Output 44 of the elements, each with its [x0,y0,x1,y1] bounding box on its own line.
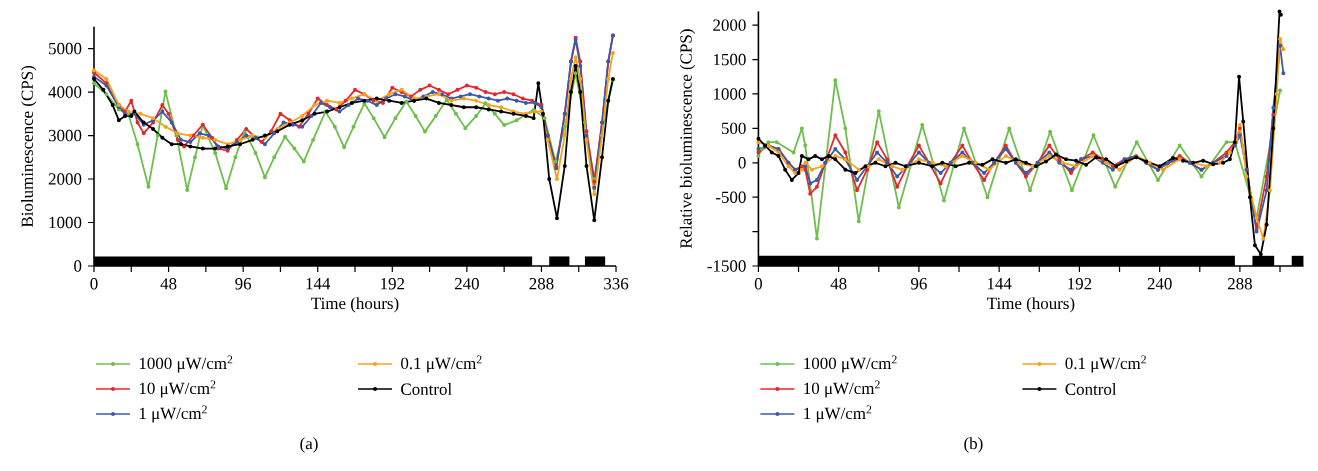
x-tick-label: 240 [454,278,479,290]
x-tick-label: 96 [235,278,252,290]
legend-label: 10 μW/cm$^{2}$ [804,380,880,398]
x-tick-label: 144 [306,278,331,290]
y-tick-label: 1000 [714,88,746,100]
y-tick-label: 5000 [49,42,82,55]
x-tick-label: 336 [604,278,629,290]
legend-label: 10 μW/cm$^{2}$ [139,380,216,398]
legend-label: 0.1 μW/cm$^{2}$ [1065,355,1146,373]
y-axis-title: Relative bioluminescence (CPS) [679,29,696,249]
legend-label: 1 μW/cm$^{2}$ [139,405,207,423]
x-tick-label: 0 [90,278,98,290]
y-tick-label: 4000 [48,86,82,98]
y-tick-label: 1500 [714,53,746,66]
y-tick-label: 3000 [48,129,82,142]
y-axis-title: Bioluminescence (CPS) [21,65,37,228]
x-tick-label: 240 [1147,278,1172,290]
y-tick-label: 500 [721,122,746,135]
legend-label: 0.1 μW/cm$^{2}$ [401,355,482,373]
x-axis-title: Time (hours) [987,297,1075,313]
legend-label: 1000 μW/cm$^{2}$ [139,355,233,373]
x-tick-label: 288 [529,278,554,290]
x-tick-label: 96 [910,278,927,290]
x-tick-label: 288 [1227,278,1252,290]
y-tick-label: -500 [715,191,746,203]
legend-label: 1 μW/cm$^{2}$ [804,405,872,423]
x-tick-label: 144 [987,278,1012,290]
x-tick-label: 192 [381,278,405,290]
text: (b) [964,437,983,453]
y-tick-label: -1500 [707,260,746,272]
x-axis-title: Time (hours) [311,297,399,313]
y-tick-label: 2000 [713,19,746,31]
y-tick-label: 0 [738,157,746,169]
text: (a) [300,437,318,453]
legend-label: Control [1065,383,1117,395]
y-tick-label: 1000 [49,216,82,229]
y-tick-label: 0 [74,260,82,272]
y-tick-label: 2000 [48,173,82,185]
x-tick-label: 192 [1068,278,1092,290]
legend-label: Control [401,383,452,395]
x-tick-label: 48 [830,278,847,290]
x-tick-label: 48 [160,278,177,290]
x-tick-label: 0 [754,278,762,290]
legend-label: 1000 μW/cm$^{2}$ [804,355,897,373]
